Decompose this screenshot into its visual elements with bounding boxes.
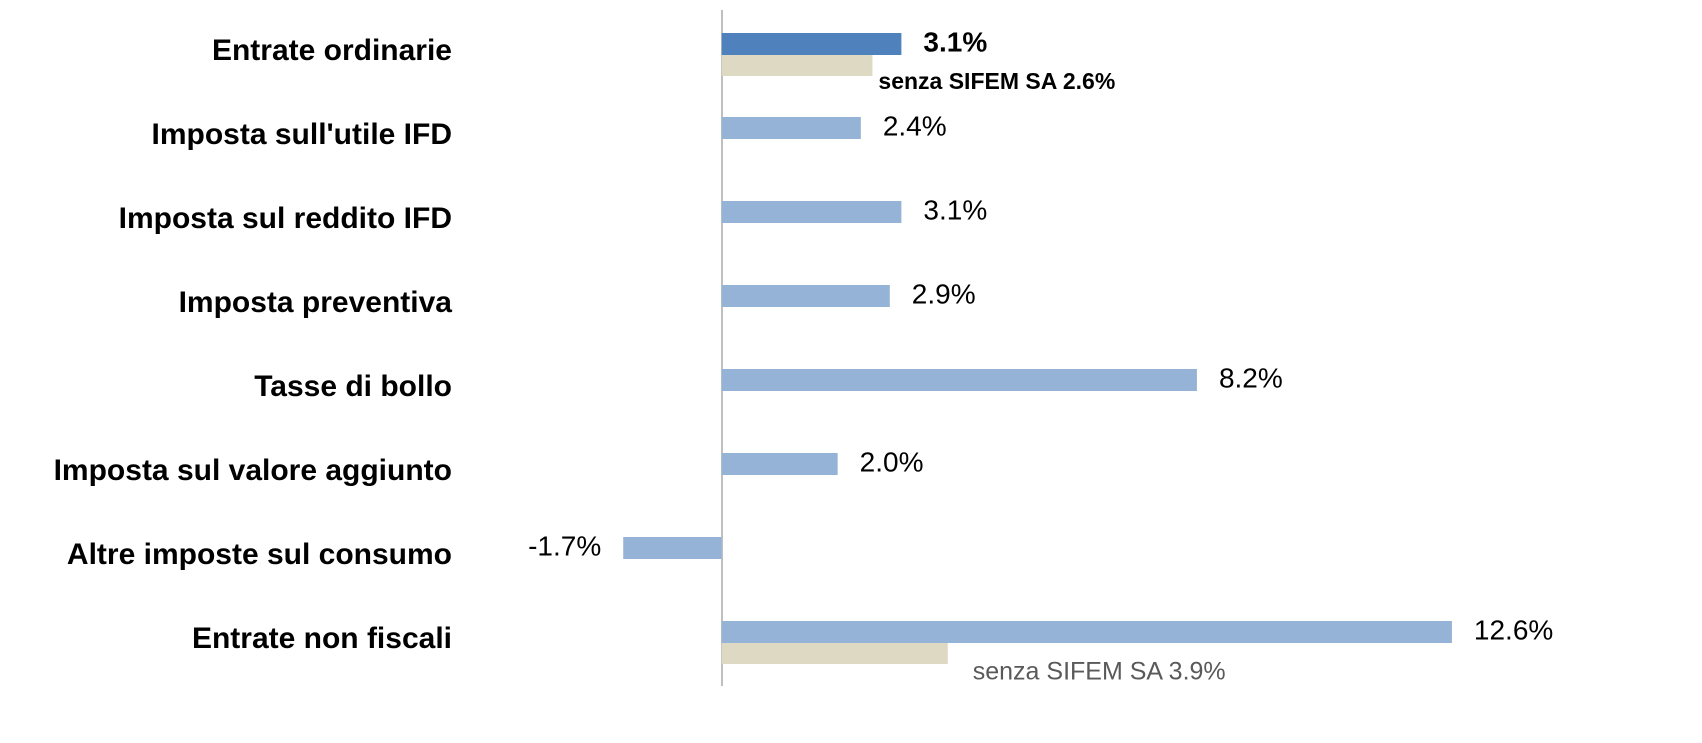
value-label: 3.1% (923, 194, 987, 225)
bar (721, 643, 948, 664)
bar (721, 369, 1197, 391)
value-label: senza SIFEM SA 2.6% (878, 68, 1115, 94)
bar (721, 621, 1452, 643)
category-label: Altre imposte sul consumo (67, 538, 452, 571)
bar (721, 55, 873, 76)
value-label: 3.1% (923, 26, 987, 57)
bar (721, 33, 902, 55)
bar (721, 285, 890, 307)
value-label: senza SIFEM SA 3.9% (973, 658, 1226, 686)
value-label: 12.6% (1474, 614, 1553, 645)
category-label: Imposta sul reddito IFD (119, 202, 452, 235)
bar (721, 453, 838, 475)
category-label: Entrate ordinarie (212, 34, 452, 67)
bar (623, 537, 722, 559)
bar (721, 117, 861, 139)
category-label: Imposta preventiva (179, 286, 453, 319)
value-label: -1.7% (528, 530, 601, 561)
value-label: 8.2% (1219, 362, 1283, 393)
value-label: 2.0% (860, 446, 924, 477)
bar (721, 201, 902, 223)
category-label: Imposta sull'utile IFD (152, 118, 453, 151)
category-label: Imposta sul valore aggiunto (54, 454, 452, 487)
category-label: Entrate non fiscali (192, 622, 452, 655)
value-label: 2.4% (883, 110, 947, 141)
value-label: 2.9% (912, 278, 976, 309)
category-label: Tasse di bollo (254, 370, 452, 403)
